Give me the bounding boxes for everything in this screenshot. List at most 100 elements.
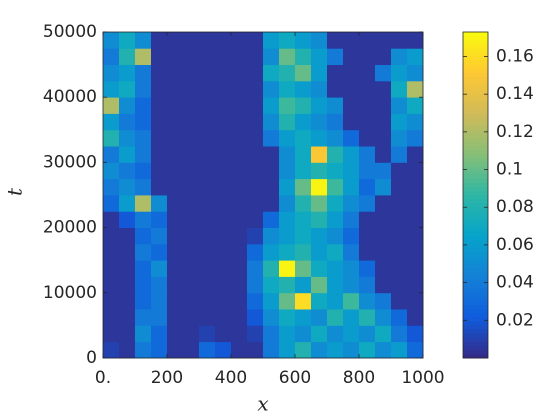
- colorbar-slice: [463, 84, 488, 90]
- heatmap-cell: [327, 276, 344, 294]
- heatmap-cell: [215, 162, 232, 180]
- heatmap-cell: [103, 325, 120, 343]
- heatmap-cell: [247, 80, 264, 98]
- heatmap-cell: [407, 260, 424, 277]
- heatmap-cell: [375, 113, 392, 131]
- heatmap-cell: [247, 97, 264, 114]
- heatmap-cell: [135, 276, 152, 294]
- heatmap-cell: [151, 211, 168, 228]
- heatmap-cell: [247, 64, 264, 82]
- heatmap-cell: [199, 211, 216, 228]
- heatmap-cell: [263, 64, 280, 82]
- heatmap-cell: [359, 64, 376, 82]
- heatmap-cell: [375, 146, 392, 163]
- heatmap-cell: [279, 64, 296, 82]
- heatmap-cell: [327, 341, 344, 359]
- heatmap-cell: [295, 113, 312, 131]
- colorbar-slice: [463, 219, 488, 225]
- heatmap-cell: [407, 162, 424, 180]
- heatmap-cell: [359, 260, 376, 277]
- heatmap-cell: [199, 129, 216, 147]
- heatmap-cell: [343, 80, 360, 98]
- heatmap-cell: [295, 32, 312, 49]
- heatmap-cell: [359, 162, 376, 180]
- heatmap-cell: [183, 113, 200, 131]
- heatmap-cell: [215, 64, 232, 82]
- heatmap-cell: [135, 129, 152, 147]
- heatmap-cell: [407, 309, 424, 326]
- colorbar-slice: [463, 280, 488, 286]
- heatmap-cell: [295, 292, 312, 310]
- colorbar-slice: [463, 52, 488, 57]
- colorbar-slice: [463, 317, 488, 322]
- heatmap-cell: [167, 243, 184, 261]
- colorbar-slice: [463, 137, 488, 143]
- colorbar-slice: [463, 76, 488, 82]
- heatmap-cell: [263, 178, 280, 196]
- heatmap-cell: [247, 113, 264, 131]
- heatmap-cell: [375, 325, 392, 343]
- heatmap-cell: [199, 227, 216, 245]
- heatmap-cell: [311, 146, 328, 163]
- heatmap-cell: [103, 341, 120, 359]
- heatmap-cell: [359, 341, 376, 359]
- colorbar-slice: [463, 341, 488, 347]
- heatmap-cell: [199, 243, 216, 261]
- colorbar-slice: [463, 296, 488, 302]
- heatmap-cell: [119, 243, 136, 261]
- heatmap-cell: [183, 227, 200, 245]
- heatmap-cell: [183, 162, 200, 180]
- heatmap-cell: [295, 309, 312, 326]
- colorbar-slice: [463, 333, 488, 339]
- heatmap-cell: [359, 129, 376, 147]
- heatmap-cell: [167, 32, 184, 49]
- heatmap-cell: [151, 309, 168, 326]
- heatmap-cell: [103, 276, 120, 294]
- heatmap-cell: [199, 48, 216, 65]
- heatmap-cell: [311, 113, 328, 131]
- heatmap-cell: [103, 48, 120, 65]
- heatmap-cell: [295, 178, 312, 196]
- x-tick-label: 400: [215, 368, 247, 388]
- heatmap-cell: [247, 146, 264, 163]
- heatmap-cell: [311, 162, 328, 180]
- heatmap-cell: [119, 276, 136, 294]
- heatmap-cell: [215, 211, 232, 228]
- heatmap-cell: [103, 146, 120, 163]
- heatmap-cell: [263, 341, 280, 359]
- heatmap-cell: [311, 260, 328, 277]
- heatmap-cell: [103, 162, 120, 180]
- heatmap-cell: [279, 325, 296, 343]
- heatmap-cell: [151, 195, 168, 212]
- heatmap-cell: [391, 32, 408, 49]
- heatmap-cell: [215, 146, 232, 163]
- heatmap-cell: [279, 32, 296, 49]
- colorbar-slice: [463, 48, 488, 53]
- heatmap-cell: [167, 97, 184, 114]
- heatmap-cell: [231, 260, 248, 277]
- heatmap-cell: [279, 227, 296, 245]
- colorbar-slice: [463, 125, 488, 131]
- heatmap-cell: [407, 325, 424, 343]
- colorbar-slice: [463, 190, 488, 196]
- heatmap-cell: [151, 129, 168, 147]
- heatmap-cell: [231, 97, 248, 114]
- heatmap-cell: [343, 162, 360, 180]
- heatmap-cell: [135, 341, 152, 359]
- heatmap-cell: [327, 32, 344, 49]
- heatmap-cell: [327, 260, 344, 277]
- colorbar-frame: [462, 31, 489, 359]
- heatmap-cell: [311, 64, 328, 82]
- heatmap-cell: [375, 276, 392, 294]
- colorbar-slice: [463, 284, 488, 290]
- heatmap-cell: [215, 195, 232, 212]
- colorbar-slice: [463, 93, 488, 98]
- heatmap-cell: [103, 129, 120, 147]
- heatmap-cell: [247, 227, 264, 245]
- colorbar-slice: [463, 105, 488, 110]
- heatmap-cell: [135, 260, 152, 277]
- heatmap-cell: [327, 129, 344, 147]
- heatmap-cell: [215, 97, 232, 114]
- heatmap-cell: [247, 32, 264, 49]
